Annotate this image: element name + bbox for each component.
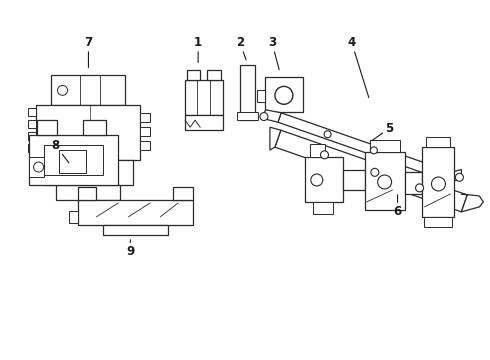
Polygon shape xyxy=(69,211,78,223)
Polygon shape xyxy=(28,157,44,177)
Polygon shape xyxy=(27,132,36,140)
Polygon shape xyxy=(240,66,255,120)
Polygon shape xyxy=(265,77,303,112)
Polygon shape xyxy=(55,185,121,200)
Polygon shape xyxy=(173,187,193,200)
Polygon shape xyxy=(50,75,125,105)
Polygon shape xyxy=(140,141,150,150)
Polygon shape xyxy=(313,202,333,214)
Polygon shape xyxy=(422,147,454,217)
Circle shape xyxy=(311,174,323,186)
Polygon shape xyxy=(237,112,258,120)
Polygon shape xyxy=(35,175,43,180)
Polygon shape xyxy=(28,135,119,185)
Polygon shape xyxy=(44,145,103,175)
Polygon shape xyxy=(78,187,97,200)
Circle shape xyxy=(432,177,445,191)
Polygon shape xyxy=(185,115,223,130)
Polygon shape xyxy=(103,225,168,235)
Text: 6: 6 xyxy=(393,195,402,219)
Polygon shape xyxy=(424,217,452,227)
Polygon shape xyxy=(310,144,325,157)
Text: 8: 8 xyxy=(51,139,69,163)
Polygon shape xyxy=(43,160,133,185)
Polygon shape xyxy=(405,172,422,194)
Circle shape xyxy=(34,162,44,172)
Polygon shape xyxy=(207,71,221,80)
Text: 5: 5 xyxy=(372,122,393,140)
Circle shape xyxy=(455,173,464,181)
Polygon shape xyxy=(426,137,450,147)
Polygon shape xyxy=(27,120,36,128)
Circle shape xyxy=(324,131,331,138)
Circle shape xyxy=(57,85,68,95)
Text: 1: 1 xyxy=(194,36,202,63)
Text: 7: 7 xyxy=(84,36,93,68)
Polygon shape xyxy=(78,200,193,225)
Polygon shape xyxy=(36,105,140,160)
Circle shape xyxy=(275,86,293,104)
Polygon shape xyxy=(35,159,43,164)
Polygon shape xyxy=(278,113,453,182)
Polygon shape xyxy=(185,80,223,115)
Polygon shape xyxy=(27,108,36,116)
Polygon shape xyxy=(58,150,86,173)
Polygon shape xyxy=(140,127,150,136)
Circle shape xyxy=(370,147,377,154)
Text: 4: 4 xyxy=(347,36,369,98)
Polygon shape xyxy=(27,144,36,152)
Polygon shape xyxy=(35,167,43,172)
Polygon shape xyxy=(187,71,200,80)
Circle shape xyxy=(320,151,328,159)
Polygon shape xyxy=(365,152,405,210)
Circle shape xyxy=(378,175,392,189)
Polygon shape xyxy=(305,157,343,202)
Polygon shape xyxy=(270,127,281,150)
Polygon shape xyxy=(37,120,56,135)
Circle shape xyxy=(371,168,379,176)
Text: 3: 3 xyxy=(268,36,279,70)
Polygon shape xyxy=(262,110,281,122)
Polygon shape xyxy=(257,90,265,102)
Polygon shape xyxy=(140,113,150,122)
Polygon shape xyxy=(462,194,483,212)
Polygon shape xyxy=(369,140,399,152)
Text: 2: 2 xyxy=(236,36,246,60)
Text: 9: 9 xyxy=(126,240,134,258)
Polygon shape xyxy=(343,170,365,190)
Circle shape xyxy=(260,113,268,121)
Polygon shape xyxy=(449,170,462,182)
Polygon shape xyxy=(83,120,106,135)
Polygon shape xyxy=(275,130,467,212)
Circle shape xyxy=(416,184,423,192)
